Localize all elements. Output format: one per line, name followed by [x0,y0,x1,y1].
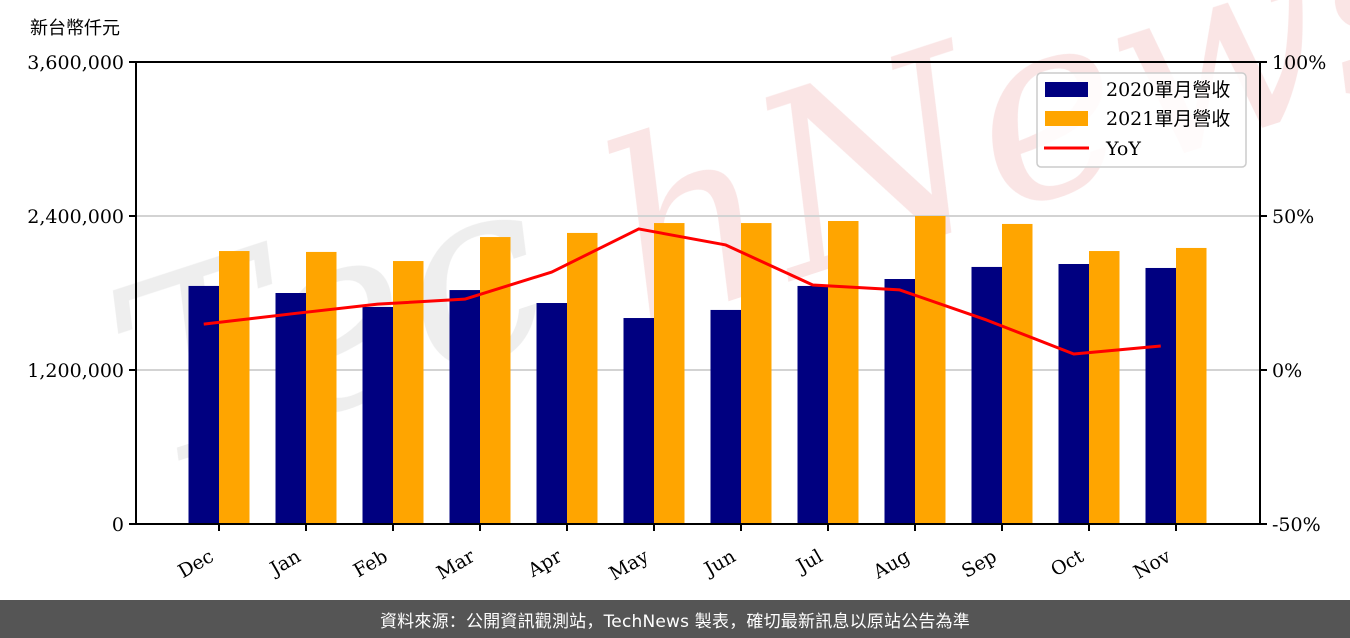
bar-2020-sep [971,266,1002,524]
bar-2021-jul [828,221,859,524]
bar-2020-aug [884,279,915,524]
bar-2020-apr [536,303,567,524]
x-tick-label: Jun [699,545,740,581]
legend-swatch [1045,82,1088,97]
bar-2021-nov [1176,247,1207,524]
bar-2021-may [654,223,685,524]
source-footer: 資料來源：公開資訊觀測站，TechNews 製表，確切最新訊息以原站公告為準 [0,600,1350,638]
bar-2021-oct [1089,251,1120,524]
bar-series [188,216,1207,524]
bar-2020-nov [1145,267,1176,524]
yoy-line [203,227,1161,356]
bar-2020-jul [797,285,828,524]
bar-2021-aug [915,216,946,524]
bar-2021-feb [393,261,424,524]
bar-2021-jan [306,251,337,524]
bar-2021-sep [1002,223,1033,524]
y2-tick-label: -50% [1272,514,1321,536]
x-tick-label: Feb [350,545,392,582]
x-tick-label: Apr [523,545,566,582]
x-tick-label: Sep [958,545,1001,582]
legend-label: YoY [1105,138,1141,160]
yoy-line-series [203,227,1161,356]
chart: Tec hNews 新台幣仟元 01,200,0002,400,0003,600… [27,0,1350,585]
y2-tick-label: 0% [1272,360,1302,382]
bar-2020-jan [275,293,306,524]
y2-tick-label: 50% [1272,206,1314,228]
x-tick-label: Dec [174,545,217,583]
bar-2020-dec [188,285,219,524]
x-tick-label: May [606,545,653,585]
y-tick-label: 0 [112,514,124,536]
x-tick-label: Oct [1047,545,1088,581]
x-tick-label: Jul [791,545,826,578]
y-tick-label: 2,400,000 [27,206,124,228]
x-tick-label: Aug [869,545,914,584]
combo-bar-line-chart: Tec hNews 新台幣仟元 01,200,0002,400,0003,600… [27,0,1350,585]
bar-2021-apr [567,232,598,524]
legend: 2020單月營收 2021單月營收 YoY [1036,72,1247,168]
bar-2020-feb [362,306,393,524]
x-tick-label: Mar [433,545,479,584]
y-axis-title: 新台幣仟元 [30,18,120,39]
legend-swatch [1045,111,1088,126]
y-tick-label: 1,200,000 [27,360,124,382]
bar-2020-may [623,318,654,524]
y-tick-label: 3,600,000 [27,52,124,74]
legend-box [1036,72,1247,168]
bar-2021-dec [219,251,250,524]
svg-text:hNews: hNews [568,0,1350,386]
plot-frame [135,61,1261,525]
bar-2020-oct [1058,263,1089,524]
bar-2021-jun [741,223,772,524]
legend-label: 2020單月營收 [1106,79,1230,101]
bar-2020-mar [449,290,480,524]
bar-2020-jun [710,309,741,524]
y2-tick-label: 100% [1272,52,1326,74]
bar-2021-mar [480,237,511,524]
x-tick-label: Nov [1130,545,1175,584]
legend-label: 2021單月營收 [1106,108,1230,130]
x-tick-label: Jan [265,545,305,581]
source-text: 資料來源：公開資訊觀測站，TechNews 製表，確切最新訊息以原站公告為準 [379,611,970,632]
